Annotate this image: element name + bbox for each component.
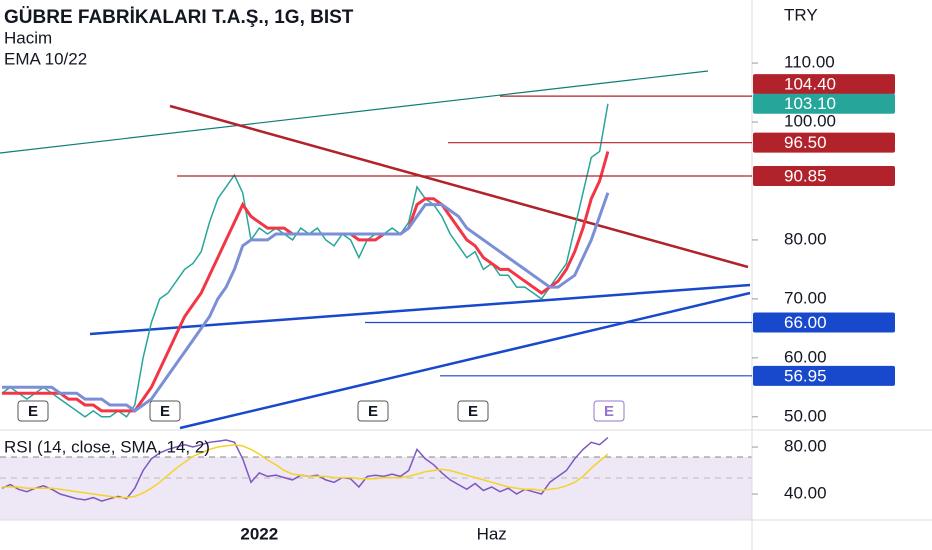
y-tick-label: 70.00 — [784, 288, 827, 307]
price-label: 90.85 — [784, 166, 827, 185]
event-label: E — [604, 403, 614, 420]
chart-title: GÜBRE FABRİKALARI T.A.Ş., 1G, BIST — [4, 7, 354, 28]
event-label: E — [468, 403, 478, 420]
price-label: 103.10 — [784, 94, 836, 113]
trendline — [179, 291, 751, 430]
price-label: 104.40 — [784, 75, 836, 94]
y-tick-label: 40.00 — [784, 484, 827, 503]
x-tick-label: Haz — [477, 524, 507, 543]
price-label: 96.50 — [784, 133, 827, 152]
y-tick-label: 80.00 — [784, 437, 827, 456]
event-badge[interactable] — [17, 400, 49, 422]
price-label-box — [753, 165, 895, 186]
y-tick-label: 110.00 — [784, 53, 835, 72]
price-label: 66.00 — [784, 313, 827, 332]
event-label: E — [28, 403, 38, 420]
trendline — [169, 104, 749, 269]
rsi-title: RSI (14, close, SMA, 14, 2) — [4, 437, 210, 456]
event-badge[interactable] — [149, 400, 181, 422]
y-tick-label: 100.00 — [784, 112, 836, 131]
rsi-band — [0, 457, 752, 520]
event-badge[interactable] — [457, 400, 489, 422]
rsi-line — [2, 443, 609, 499]
y-tick-label: 80.00 — [784, 229, 827, 248]
event-badge[interactable] — [593, 400, 625, 422]
subtitle: Hacim — [4, 28, 52, 47]
x-tick-label: 2022 — [240, 524, 278, 543]
price-label-box — [753, 312, 895, 333]
price-label-box — [753, 93, 895, 114]
price-label-box — [753, 74, 895, 95]
price-line — [1, 103, 609, 418]
price-label-box — [753, 132, 895, 153]
event-badge[interactable] — [357, 400, 389, 422]
subtitle: EMA 10/22 — [4, 49, 87, 68]
price-label: 56.95 — [784, 366, 827, 385]
price-label-box — [753, 365, 895, 386]
currency-label: TRY — [784, 5, 818, 24]
trendline — [89, 283, 751, 336]
ema-line — [2, 192, 610, 413]
y-tick-label: 60.00 — [784, 347, 827, 366]
trendline — [0, 70, 709, 154]
event-label: E — [368, 403, 378, 420]
y-tick-label: 50.00 — [784, 406, 827, 425]
event-label: E — [160, 403, 170, 420]
